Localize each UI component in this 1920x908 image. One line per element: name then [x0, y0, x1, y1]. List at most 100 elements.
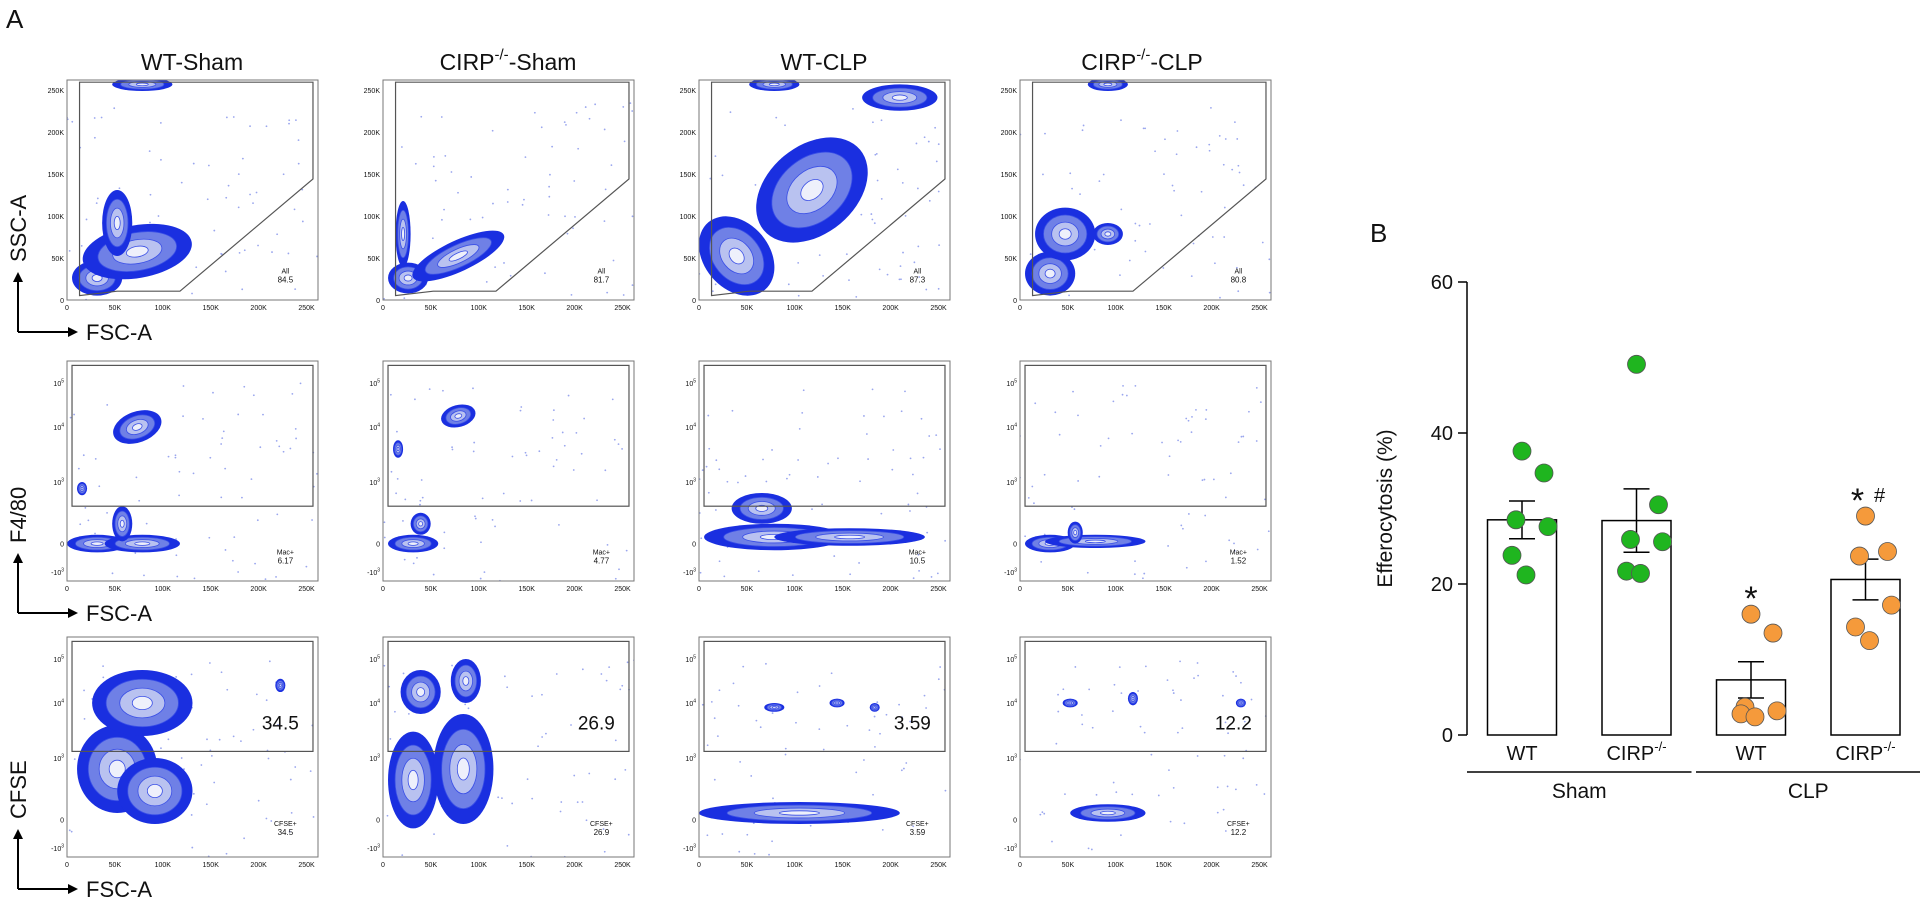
plot-frame	[382, 360, 635, 582]
event-dot	[432, 155, 435, 158]
event-dot	[944, 789, 947, 792]
event-dot	[900, 278, 902, 281]
event-dot	[1261, 241, 1264, 244]
event-dot	[390, 470, 393, 473]
x-tick-label: 100K	[787, 862, 804, 869]
event-dot	[775, 116, 778, 119]
event-dot	[1195, 409, 1197, 411]
event-dot	[1064, 793, 1066, 796]
event-dot	[257, 244, 259, 247]
event-dot	[925, 707, 927, 709]
event-dot	[135, 476, 138, 479]
event-dot	[876, 179, 879, 182]
event-dot	[896, 168, 899, 171]
event-dot	[1236, 138, 1239, 140]
event-dot	[218, 738, 221, 741]
y-tick-label-sup: 5	[61, 655, 64, 661]
event-dot	[714, 283, 717, 286]
plot-frame	[66, 636, 319, 858]
event-dot	[180, 181, 183, 184]
event-dot	[1120, 834, 1122, 837]
event-dot	[1192, 242, 1195, 245]
event-dot	[157, 215, 160, 217]
event-dot	[470, 176, 473, 178]
column-title-base: WT-Sham	[141, 49, 243, 75]
error-bar	[1738, 661, 1764, 699]
event-dot	[1102, 173, 1105, 176]
x-tick-label: 250K	[930, 305, 947, 312]
event-dot	[863, 759, 865, 761]
event-dot	[143, 574, 145, 577]
y-tick-label: 0	[376, 542, 380, 549]
event-dot	[699, 571, 702, 574]
event-dot	[1143, 731, 1146, 734]
y-tick-label-sup: 3	[377, 478, 380, 484]
density-contour	[132, 423, 143, 431]
y-tick-label: 0	[60, 542, 64, 549]
event-dot	[441, 218, 443, 221]
event-dot	[474, 515, 476, 518]
event-dot	[480, 541, 482, 544]
event-dot	[537, 745, 539, 748]
x-tick-label: 100K	[1108, 305, 1125, 312]
event-dot	[784, 753, 787, 756]
x-tick-label: 200K	[566, 586, 583, 593]
event-dot	[872, 793, 874, 796]
event-dot	[1086, 571, 1089, 574]
event-dot	[1034, 402, 1037, 405]
x-tick-label: 250K	[614, 862, 631, 869]
y-tick-label-sup: 3	[693, 478, 696, 484]
event-dot	[1214, 262, 1216, 265]
event-dot	[1039, 813, 1042, 816]
event-dot	[875, 152, 878, 155]
event-dot	[575, 111, 578, 114]
event-dot	[1240, 435, 1243, 438]
event-dot	[1208, 149, 1211, 152]
data-point	[1516, 565, 1536, 585]
event-dot	[627, 833, 630, 836]
event-dot	[544, 272, 546, 275]
event-dot	[1164, 138, 1166, 141]
x-tick-label: CIRP-/-	[1606, 739, 1666, 765]
y-tick-label-sup: 3	[1014, 754, 1017, 760]
event-dot	[113, 107, 116, 110]
data-point	[1538, 517, 1558, 537]
x-tick-label: 100K	[1108, 586, 1125, 593]
y-tick-label-base: 0	[376, 542, 380, 549]
y-tick-label-base: 10	[53, 701, 61, 708]
event-dot	[608, 666, 611, 669]
event-dot	[84, 506, 87, 509]
y-tick-label: 200K	[1001, 130, 1018, 137]
event-dot	[732, 682, 735, 685]
data-point	[1506, 510, 1526, 530]
data-point	[1741, 604, 1761, 624]
event-dot	[1248, 410, 1250, 413]
event-dot	[1190, 275, 1193, 278]
event-dot	[220, 253, 223, 256]
event-dot	[419, 499, 422, 502]
event-dot	[870, 213, 873, 215]
event-dot	[243, 837, 246, 840]
data-point	[1846, 617, 1865, 637]
event-dot	[816, 476, 819, 478]
event-dot	[167, 455, 170, 458]
data-point	[1745, 707, 1765, 727]
event-dot	[1180, 214, 1183, 217]
event-dot	[902, 251, 904, 254]
event-dot	[621, 684, 624, 687]
event-dot	[1224, 496, 1227, 499]
density-contour	[1103, 82, 1113, 87]
event-dot	[207, 164, 210, 167]
event-dot	[506, 188, 509, 191]
x-tick-label: 100K	[155, 586, 172, 593]
data-point	[1763, 623, 1783, 643]
gate-value-large: 26.9	[578, 713, 615, 734]
x-tick-label: 50K	[741, 586, 754, 593]
event-dot	[1243, 720, 1246, 723]
event-dot	[1133, 573, 1136, 576]
event-dot	[901, 181, 904, 184]
event-dot	[295, 437, 298, 440]
column-title-base: CIRP	[440, 49, 495, 75]
y-tick-label-base: 10	[369, 701, 377, 708]
event-dot	[232, 735, 235, 738]
